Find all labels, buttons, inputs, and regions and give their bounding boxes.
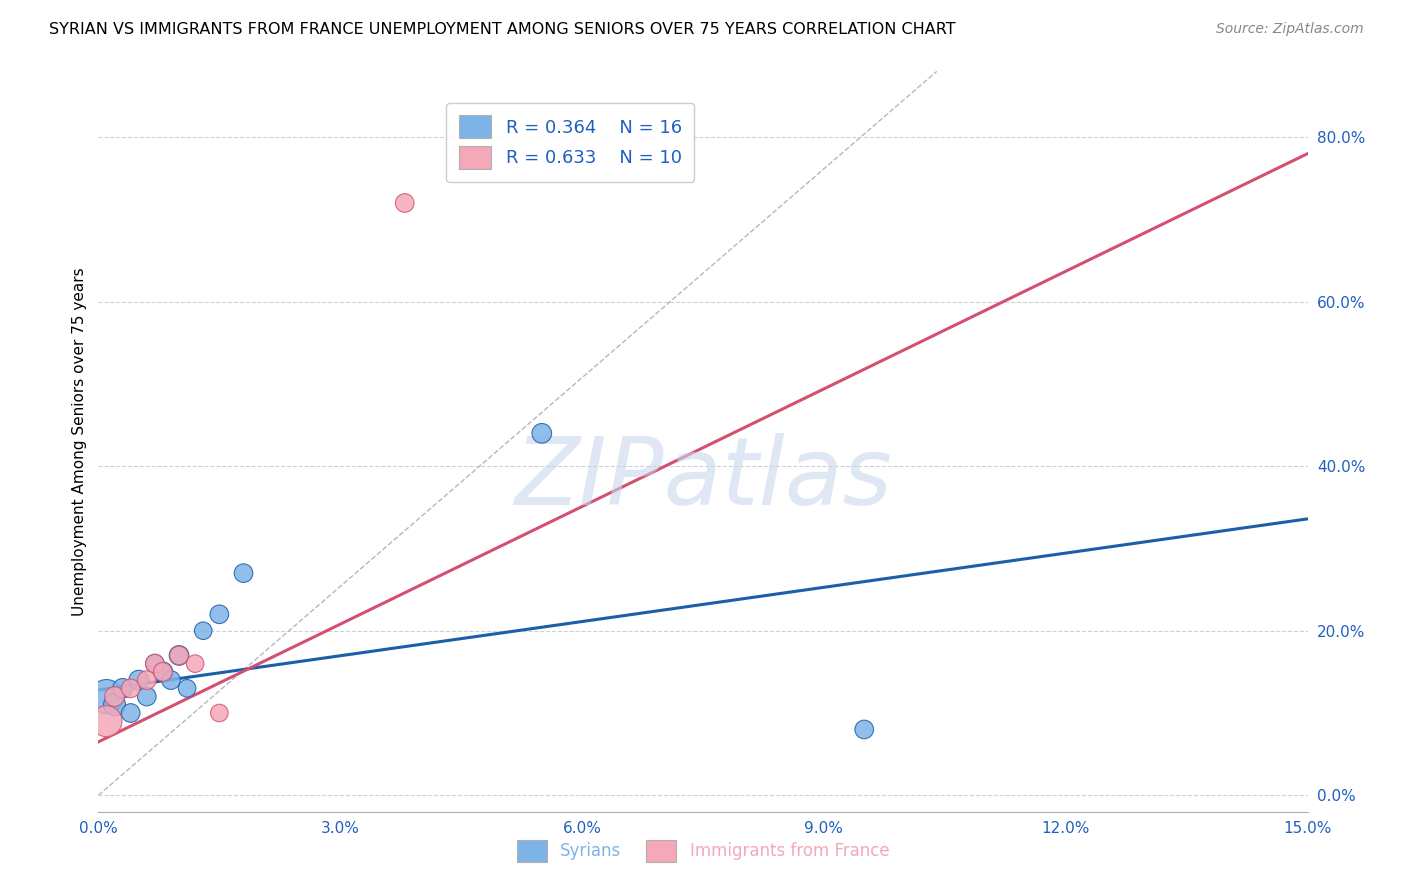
Point [120, 681, 142, 696]
Point [103, 698, 125, 712]
Point [152, 665, 174, 679]
Point [208, 607, 231, 622]
Point [143, 657, 166, 671]
Point [135, 673, 157, 687]
Y-axis label: Unemployment Among Seniors over 75 years: Unemployment Among Seniors over 75 years [72, 268, 87, 615]
Point [96, 690, 118, 704]
Point [111, 681, 134, 696]
Point [128, 673, 150, 687]
Point [167, 648, 190, 663]
Point [152, 665, 174, 679]
Point [530, 426, 553, 441]
Text: SYRIAN VS IMMIGRANTS FROM FRANCE UNEMPLOYMENT AMONG SENIORS OVER 75 YEARS CORREL: SYRIAN VS IMMIGRANTS FROM FRANCE UNEMPLO… [49, 22, 956, 37]
Point [143, 657, 166, 671]
Point [184, 657, 207, 671]
Point [96, 714, 118, 729]
Point [135, 690, 157, 704]
Point [176, 681, 198, 696]
Point [208, 706, 231, 720]
Point [120, 706, 142, 720]
Point [103, 690, 125, 704]
Point [193, 624, 215, 638]
Text: Source: ZipAtlas.com: Source: ZipAtlas.com [1216, 22, 1364, 37]
Point [394, 196, 416, 211]
Point [167, 648, 190, 663]
Point [232, 566, 254, 581]
Legend: Syrians, Immigrants from France: Syrians, Immigrants from France [509, 832, 897, 870]
Point [160, 673, 183, 687]
Point [853, 723, 876, 737]
Text: ZIPatlas: ZIPatlas [515, 433, 891, 524]
